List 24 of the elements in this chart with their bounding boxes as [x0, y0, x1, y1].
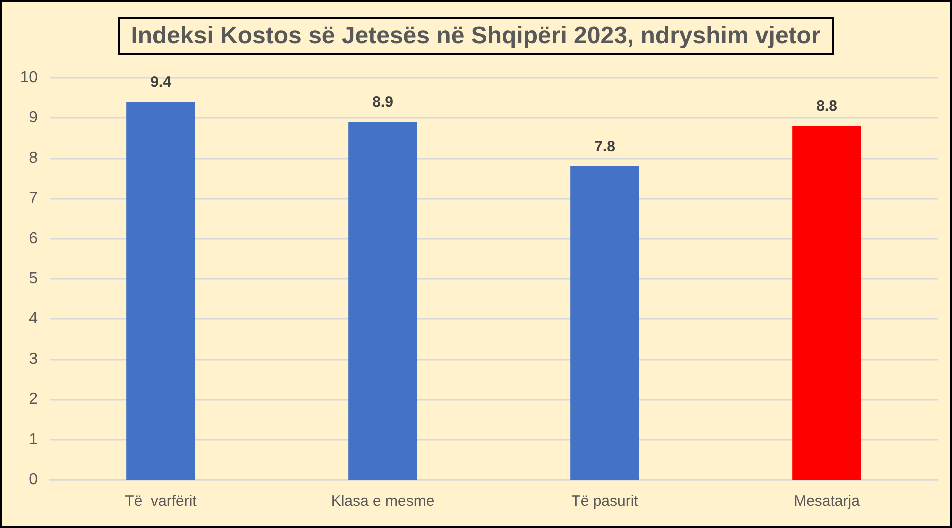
bar — [570, 166, 640, 480]
chart-title: Indeksi Kostos së Jetesës në Shqipëri 2023, ndryshim vjetor — [131, 22, 821, 50]
x-tick-label: Klasa e mesme — [331, 493, 435, 510]
y-tick-label: 3 — [29, 350, 38, 368]
data-label: 9.4 — [150, 74, 172, 92]
y-tick-label: 5 — [29, 270, 38, 288]
y-tick-label: 4 — [29, 310, 38, 328]
x-tick-label: Të varfërit — [125, 493, 198, 510]
y-tick-label: 10 — [20, 70, 38, 86]
bar — [126, 102, 196, 480]
y-tick-label: 0 — [29, 472, 38, 488]
y-tick-label: 6 — [29, 230, 38, 248]
y-tick-label: 8 — [29, 150, 38, 167]
x-tick-label: Mesatarja — [794, 493, 861, 510]
y-tick-label: 1 — [29, 431, 38, 448]
bar — [792, 126, 862, 480]
y-tick-label: 2 — [29, 391, 38, 408]
data-label: 7.8 — [594, 138, 616, 156]
data-label: 8.9 — [372, 94, 394, 112]
x-tick-label: Të pasurit — [572, 493, 640, 510]
y-tick-label: 9 — [29, 110, 38, 127]
y-tick-label: 7 — [29, 190, 38, 208]
bar — [348, 122, 418, 480]
data-label: 8.8 — [816, 98, 838, 116]
